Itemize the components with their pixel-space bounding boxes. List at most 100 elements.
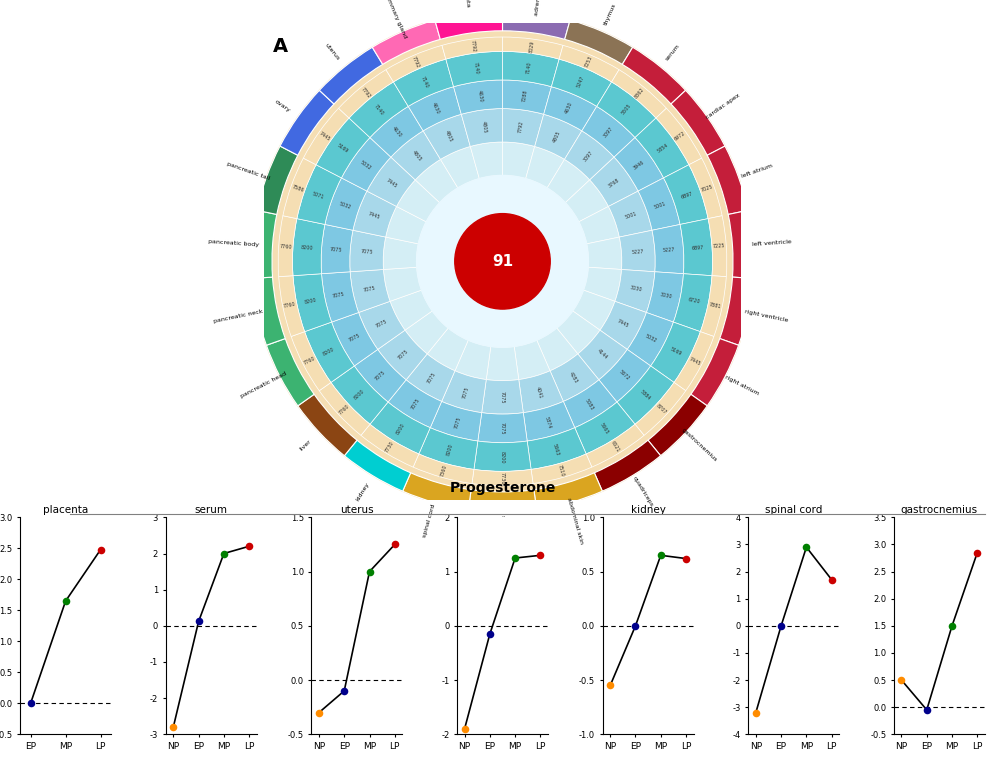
Wedge shape [537, 328, 578, 371]
Text: 3030: 3030 [629, 285, 642, 293]
Title: placenta: placenta [43, 505, 88, 516]
Text: 5672: 5672 [618, 369, 631, 382]
Wedge shape [650, 322, 700, 382]
Wedge shape [486, 347, 519, 381]
Wedge shape [442, 37, 502, 59]
Text: 8200: 8200 [445, 443, 454, 456]
Wedge shape [590, 157, 638, 207]
Text: 4283: 4283 [568, 371, 579, 385]
Wedge shape [339, 70, 393, 118]
Text: 7075: 7075 [361, 249, 373, 255]
Wedge shape [547, 160, 590, 203]
Wedge shape [384, 267, 421, 301]
Text: 5227: 5227 [632, 249, 644, 255]
Text: right atrium: right atrium [724, 375, 760, 397]
Wedge shape [646, 272, 683, 322]
Text: 5854: 5854 [656, 143, 669, 154]
Point [22, 697, 38, 709]
Text: 7075: 7075 [397, 348, 409, 360]
Text: 4805: 4805 [443, 130, 453, 143]
Text: 7445: 7445 [368, 211, 381, 220]
Text: 7025: 7025 [700, 184, 714, 193]
Wedge shape [671, 90, 725, 155]
Text: 7075: 7075 [500, 391, 505, 403]
Wedge shape [619, 230, 655, 272]
Wedge shape [430, 401, 481, 441]
Text: 5071: 5071 [312, 192, 325, 201]
Wedge shape [353, 191, 397, 237]
Point [362, 565, 378, 578]
Text: 7140: 7140 [526, 61, 533, 74]
Text: 5001: 5001 [624, 211, 637, 220]
Text: 4805: 4805 [552, 130, 562, 143]
Text: 8200: 8200 [500, 450, 505, 463]
Title: uterus: uterus [340, 505, 374, 516]
Text: 7075: 7075 [410, 397, 421, 411]
Wedge shape [600, 301, 646, 350]
Wedge shape [423, 114, 470, 160]
Wedge shape [472, 469, 533, 486]
Wedge shape [535, 114, 582, 160]
Point [944, 620, 960, 632]
Wedge shape [502, 51, 559, 87]
Wedge shape [468, 490, 537, 512]
Wedge shape [709, 216, 727, 276]
Title: kidney: kidney [631, 505, 665, 516]
Wedge shape [296, 165, 342, 224]
Wedge shape [345, 440, 411, 491]
Text: 7760: 7760 [303, 356, 317, 366]
Text: scalp skin: scalp skin [500, 516, 505, 547]
Wedge shape [729, 210, 753, 279]
Text: 7075: 7075 [426, 371, 437, 385]
Text: 7760: 7760 [279, 244, 292, 250]
Wedge shape [419, 428, 477, 469]
Text: 7075: 7075 [348, 333, 361, 343]
Text: 5874: 5874 [544, 416, 552, 429]
Wedge shape [559, 45, 619, 82]
Point [481, 628, 497, 640]
Point [311, 706, 327, 718]
Wedge shape [403, 473, 471, 509]
Point [456, 723, 472, 735]
Text: 7140: 7140 [420, 75, 429, 89]
Text: 7360: 7360 [440, 464, 448, 477]
Wedge shape [617, 366, 674, 424]
Text: 7760: 7760 [338, 403, 350, 416]
Wedge shape [446, 51, 502, 87]
Wedge shape [627, 313, 673, 366]
Text: 5884: 5884 [639, 389, 652, 401]
Text: 3030: 3030 [659, 291, 672, 299]
Wedge shape [408, 87, 461, 131]
Point [241, 540, 257, 553]
Wedge shape [502, 80, 552, 114]
Text: placenta: placenta [461, 0, 470, 8]
Point [57, 595, 73, 607]
Wedge shape [502, 11, 570, 39]
Text: 7730: 7730 [384, 441, 395, 453]
Text: 5505: 5505 [620, 103, 632, 116]
Wedge shape [370, 107, 423, 157]
Wedge shape [635, 118, 689, 178]
Wedge shape [278, 276, 305, 336]
Wedge shape [282, 158, 316, 219]
Text: 6521: 6521 [610, 441, 621, 453]
Text: kidney: kidney [355, 481, 370, 502]
Wedge shape [461, 108, 502, 146]
Text: 5247: 5247 [576, 75, 585, 89]
Wedge shape [391, 131, 440, 180]
Text: 7225: 7225 [713, 244, 726, 250]
Wedge shape [720, 277, 753, 345]
Wedge shape [455, 340, 490, 379]
Wedge shape [648, 394, 708, 456]
Text: uterus: uterus [324, 42, 341, 61]
Wedge shape [700, 276, 727, 336]
Wedge shape [544, 87, 597, 131]
Text: pancreatic tail: pancreatic tail [226, 161, 270, 181]
Wedge shape [564, 380, 617, 428]
Text: 7075: 7075 [375, 319, 388, 329]
Wedge shape [361, 424, 419, 467]
Wedge shape [526, 146, 565, 188]
Wedge shape [565, 131, 614, 180]
Text: left atrium: left atrium [741, 164, 773, 179]
Text: pancreatic head: pancreatic head [239, 372, 286, 400]
